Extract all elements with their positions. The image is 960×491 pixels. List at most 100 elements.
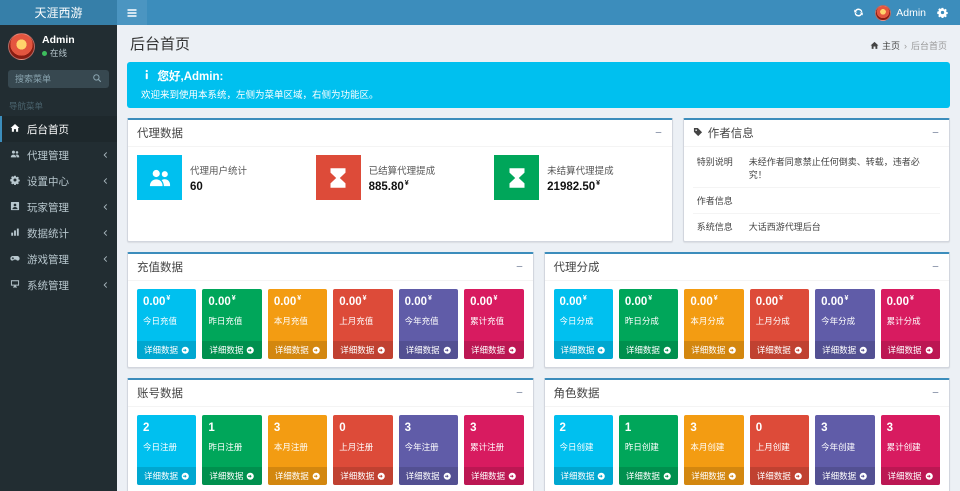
chevron-left-icon (101, 151, 109, 160)
tile-detail-link[interactable]: 详细数据 (202, 467, 262, 485)
sidebar-menu-item[interactable]: 玩家管理 (0, 194, 117, 220)
sidebar-menu-item[interactable]: 代理管理 (0, 142, 117, 168)
tile-detail-link[interactable]: 详细数据 (684, 341, 744, 359)
tile-detail-link[interactable]: 详细数据 (137, 341, 197, 359)
tile-label: 累计分成 (886, 315, 921, 326)
account-data-panel: 账号数据 2 今日注册 详细数据 1 昨日注册 详细数据 3 本月注册 (127, 378, 534, 491)
currency-symbol: ¥ (596, 179, 601, 187)
sidebar-menu-item[interactable]: 数据统计 (0, 220, 117, 246)
stat-tile: 3 今年注册 详细数据 (398, 415, 459, 485)
tile-detail-link[interactable]: 详细数据 (618, 341, 679, 359)
collapse-minus-icon[interactable] (931, 388, 940, 398)
sidebar-menu-item[interactable]: 后台首页 (0, 116, 117, 142)
gamepad-icon (9, 253, 21, 265)
tile-value: 3 (821, 421, 828, 434)
tile-value: 0.00¥ (624, 295, 653, 308)
sidebar-item-label: 代理管理 (27, 149, 69, 162)
content-header: 后台首页 主页 › 后台首页 (127, 25, 950, 61)
search-icon[interactable] (85, 70, 109, 88)
navbar-user-menu[interactable]: Admin (875, 4, 926, 21)
arrow-circle-right-icon (246, 345, 255, 355)
tile-body: 0.00¥ 上月分成 (750, 289, 809, 341)
tile-value: 0.00¥ (404, 295, 432, 308)
breadcrumb-home-link[interactable]: 主页 (870, 39, 900, 52)
arrow-circle-right-icon (181, 345, 190, 355)
breadcrumb-home-label: 主页 (881, 41, 900, 51)
tile-detail-link[interactable]: 详细数据 (267, 341, 328, 359)
tile-value: 2 (143, 421, 150, 434)
tile-detail-link[interactable]: 详细数据 (815, 467, 875, 485)
sidebar-item-label: 设置中心 (27, 175, 69, 188)
tile-footer-label: 详细数据 (691, 345, 726, 355)
stat-label: 已结算代理提成 (368, 165, 436, 177)
arrow-circle-right-icon (377, 471, 386, 481)
tile-label: 昨日创建 (624, 441, 659, 452)
refresh-icon[interactable] (853, 7, 864, 18)
tile-detail-link[interactable]: 详细数据 (333, 341, 393, 359)
tile-detail-link[interactable]: 详细数据 (684, 467, 744, 485)
tile-detail-link[interactable]: 详细数据 (267, 467, 328, 485)
agent-stat-item: 代理用户统计 60 (137, 155, 306, 200)
tile-detail-link[interactable]: 详细数据 (618, 467, 679, 485)
tile-detail-link[interactable]: 详细数据 (749, 467, 810, 485)
tile-detail-link[interactable]: 详细数据 (880, 341, 940, 359)
tile-detail-link[interactable]: 详细数据 (553, 341, 613, 359)
stat-tile: 0.00¥ 本月充值 详细数据 (267, 289, 328, 359)
tile-detail-link[interactable]: 详细数据 (749, 341, 810, 359)
sidebar-menu-item[interactable]: 系统管理 (0, 272, 117, 298)
arrow-circle-right-icon (246, 471, 255, 481)
main-content: 后台首页 主页 › 后台首页 您好,Admin: 欢迎来到使用本系统，左侧为菜单… (117, 25, 960, 491)
agent-stats: 代理用户统计 60 已结算代理提成 885.80¥ 未结算代理提成 21982.… (128, 147, 672, 208)
collapse-minus-icon[interactable] (931, 262, 940, 272)
collapse-minus-icon[interactable] (515, 262, 524, 272)
arrow-circle-right-icon (925, 471, 934, 481)
currency-symbol: ¥ (362, 295, 367, 302)
online-status[interactable]: 在线 (42, 47, 75, 59)
tile-detail-link[interactable]: 详细数据 (137, 467, 197, 485)
stat-tile: 3 今年创建 详细数据 (815, 415, 875, 485)
panel-title: 账号数据 (137, 388, 183, 400)
tile-detail-link[interactable]: 详细数据 (815, 341, 875, 359)
arrow-circle-right-icon (443, 471, 452, 481)
currency-symbol: ¥ (909, 295, 914, 302)
collapse-minus-icon[interactable] (654, 128, 663, 138)
top-bar: 天涯西游 Admin (0, 0, 960, 25)
stat-tile: 0.00¥ 累计充值 详细数据 (464, 289, 524, 359)
collapse-minus-icon[interactable] (931, 128, 940, 138)
tile-detail-link[interactable]: 详细数据 (202, 341, 262, 359)
tile-detail-link[interactable]: 详细数据 (398, 341, 459, 359)
arrow-circle-right-icon (859, 471, 868, 481)
tile-value: 0 (339, 421, 346, 434)
tile-label: 今年创建 (821, 441, 856, 452)
settings-gears-icon[interactable] (937, 7, 948, 18)
brand-logo[interactable]: 天涯西游 (0, 0, 117, 25)
panel-header: 代理数据 (128, 120, 672, 147)
stat-tile: 3 本月创建 详细数据 (684, 415, 744, 485)
tile-detail-link[interactable]: 详细数据 (464, 341, 524, 359)
sidebar-toggle-button[interactable] (117, 0, 147, 25)
collapse-minus-icon[interactable] (515, 388, 524, 398)
tile-detail-link[interactable]: 详细数据 (398, 467, 459, 485)
desktop-icon (9, 279, 21, 291)
tile-label: 昨日充值 (208, 315, 243, 326)
arrow-circle-right-icon (925, 345, 934, 355)
tile-detail-link[interactable]: 详细数据 (464, 467, 524, 485)
tile-value: 0.00¥ (339, 295, 367, 308)
tile-detail-link[interactable]: 详细数据 (553, 467, 613, 485)
sidebar-menu-item[interactable]: 游戏管理 (0, 246, 117, 272)
tile-value: 0.00¥ (143, 295, 171, 308)
tile-body: 3 累计注册 (464, 415, 523, 467)
player-icon (9, 201, 21, 213)
tile-label: 本月充值 (273, 315, 308, 326)
tile-detail-link[interactable]: 详细数据 (880, 467, 940, 485)
sidebar-item-label: 系统管理 (27, 279, 69, 292)
role-tiles: 2 今日创建 详细数据 1 昨日创建 详细数据 3 本月创建 详细数据 0 (545, 407, 950, 491)
tile-footer-label: 详细数据 (691, 471, 726, 481)
arrow-circle-right-icon (728, 345, 737, 355)
sidebar-menu-item[interactable]: 设置中心 (0, 168, 117, 194)
tile-body: 0.00¥ 今日充值 (137, 289, 196, 341)
tile-detail-link[interactable]: 详细数据 (333, 467, 393, 485)
search-input[interactable] (8, 70, 85, 88)
tile-value: 3 (690, 421, 697, 434)
currency-symbol: ¥ (582, 295, 587, 302)
